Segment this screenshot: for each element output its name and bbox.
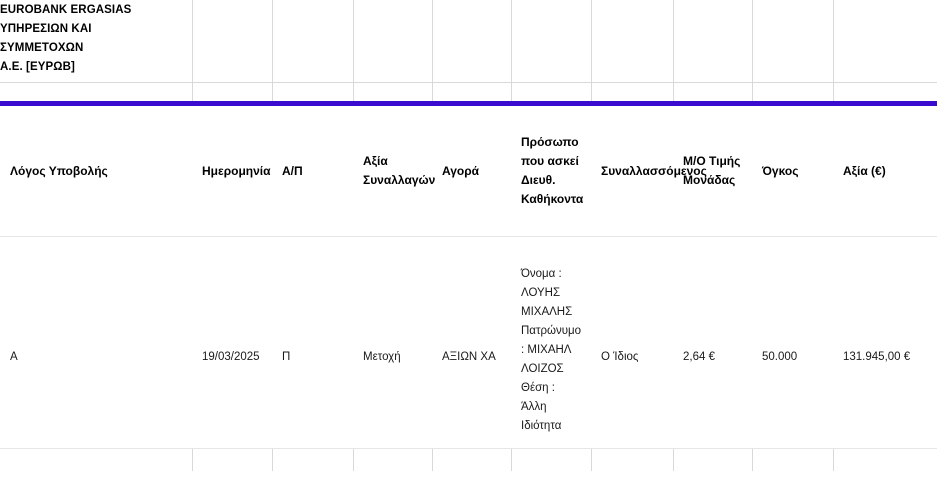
empty-cell xyxy=(0,449,192,472)
company-name-cell: EUROBANK ERGASIAS ΥΠΗΡΕΣΙΩΝ ΚΑΙ ΣΥΜΜΕΤΟΧ… xyxy=(0,0,192,83)
empty-cell xyxy=(833,0,937,83)
cell-volume-text: 50.000 xyxy=(762,348,825,367)
empty-cell xyxy=(673,83,752,103)
empty-cell xyxy=(591,449,673,472)
column-header-market: Αγορά xyxy=(432,106,511,237)
empty-cell xyxy=(192,449,272,472)
empty-cell xyxy=(192,0,272,83)
cell-reason-text: Α xyxy=(10,348,184,367)
column-header-reason: Λόγος Υποβολής xyxy=(0,106,192,237)
cell-person-text: Όνομα : ΛΟΥΗΣ ΜΙΧΑΛΗΣ Πατρώνυμο : ΜΙΧΑΗΛ… xyxy=(521,265,583,436)
empty-cell xyxy=(511,83,591,103)
table-footer-grid xyxy=(0,448,937,471)
cell-avg-price: 2,64 € xyxy=(673,237,752,477)
empty-cell xyxy=(833,83,937,103)
column-header-counterparty: Συναλλασσόμενος xyxy=(591,106,673,237)
cell-market-text: ΑΞΙΩΝ ΧΑ xyxy=(442,348,503,367)
empty-cell xyxy=(511,449,591,472)
cell-market: ΑΞΙΩΝ ΧΑ xyxy=(432,237,511,477)
cell-value-text: 131.945,00 € xyxy=(843,348,929,367)
empty-cell xyxy=(833,449,937,472)
empty-cell xyxy=(353,0,432,83)
table-row: Α 19/03/2025 Π Μετοχή ΑΞΙΩΝ ΧΑ Όνομα : Λ… xyxy=(0,237,937,477)
cell-date: 19/03/2025 xyxy=(192,237,272,477)
company-info-grid: EUROBANK ERGASIAS ΥΠΗΡΕΣΙΩΝ ΚΑΙ ΣΥΜΜΕΤΟΧ… xyxy=(0,0,937,103)
company-info-row: EUROBANK ERGASIAS ΥΠΗΡΕΣΙΩΝ ΚΑΙ ΣΥΜΜΕΤΟΧ… xyxy=(0,0,937,83)
cell-reason: Α xyxy=(0,237,192,477)
column-header-value: Αξία (€) xyxy=(833,106,937,237)
transactions-table: Λόγος Υποβολής Ημερομηνία Α/Π Αξία Συναλ… xyxy=(0,106,937,477)
cell-avg-price-text: 2,64 € xyxy=(683,348,744,367)
empty-cell xyxy=(272,0,353,83)
cell-date-text: 19/03/2025 xyxy=(202,348,264,367)
empty-cell xyxy=(432,0,511,83)
cell-volume: 50.000 xyxy=(752,237,833,477)
empty-cell xyxy=(511,0,591,83)
spacer-row xyxy=(0,83,937,103)
footer-row xyxy=(0,449,937,472)
empty-cell xyxy=(591,0,673,83)
cell-buy-sell-text: Π xyxy=(282,348,345,367)
table-header-row: Λόγος Υποβολής Ημερομηνία Α/Π Αξία Συναλ… xyxy=(0,106,937,237)
column-header-buy-sell: Α/Π xyxy=(272,106,353,237)
empty-cell xyxy=(752,449,833,472)
empty-cell xyxy=(673,449,752,472)
column-header-date: Ημερομηνία xyxy=(192,106,272,237)
empty-cell xyxy=(353,83,432,103)
cell-value: 131.945,00 € xyxy=(833,237,937,477)
empty-cell xyxy=(432,449,511,472)
empty-cell xyxy=(591,83,673,103)
empty-cell xyxy=(272,449,353,472)
column-header-person: Πρόσωπο που ασκεί Διευθ. Καθήκοντα xyxy=(511,106,591,237)
column-header-volume: Όγκος xyxy=(752,106,833,237)
cell-instrument-text: Μετοχή xyxy=(363,348,424,367)
empty-cell xyxy=(752,83,833,103)
empty-cell xyxy=(0,83,192,103)
column-header-instrument: Αξία Συναλλαγών xyxy=(353,106,432,237)
empty-cell xyxy=(272,83,353,103)
column-header-avg-price: Μ/Ο Τιμής Μονάδας xyxy=(673,106,752,237)
empty-cell xyxy=(432,83,511,103)
company-name: EUROBANK ERGASIAS ΥΠΗΡΕΣΙΩΝ ΚΑΙ ΣΥΜΜΕΤΟΧ… xyxy=(0,4,131,73)
cell-buy-sell: Π xyxy=(272,237,353,477)
cell-counterparty-text: Ο Ίδιος xyxy=(601,348,665,367)
cell-counterparty: Ο Ίδιος xyxy=(591,237,673,477)
empty-cell xyxy=(192,83,272,103)
empty-cell xyxy=(752,0,833,83)
cell-person: Όνομα : ΛΟΥΗΣ ΜΙΧΑΛΗΣ Πατρώνυμο : ΜΙΧΑΗΛ… xyxy=(511,237,591,477)
cell-instrument: Μετοχή xyxy=(353,237,432,477)
empty-cell xyxy=(353,449,432,472)
empty-cell xyxy=(673,0,752,83)
